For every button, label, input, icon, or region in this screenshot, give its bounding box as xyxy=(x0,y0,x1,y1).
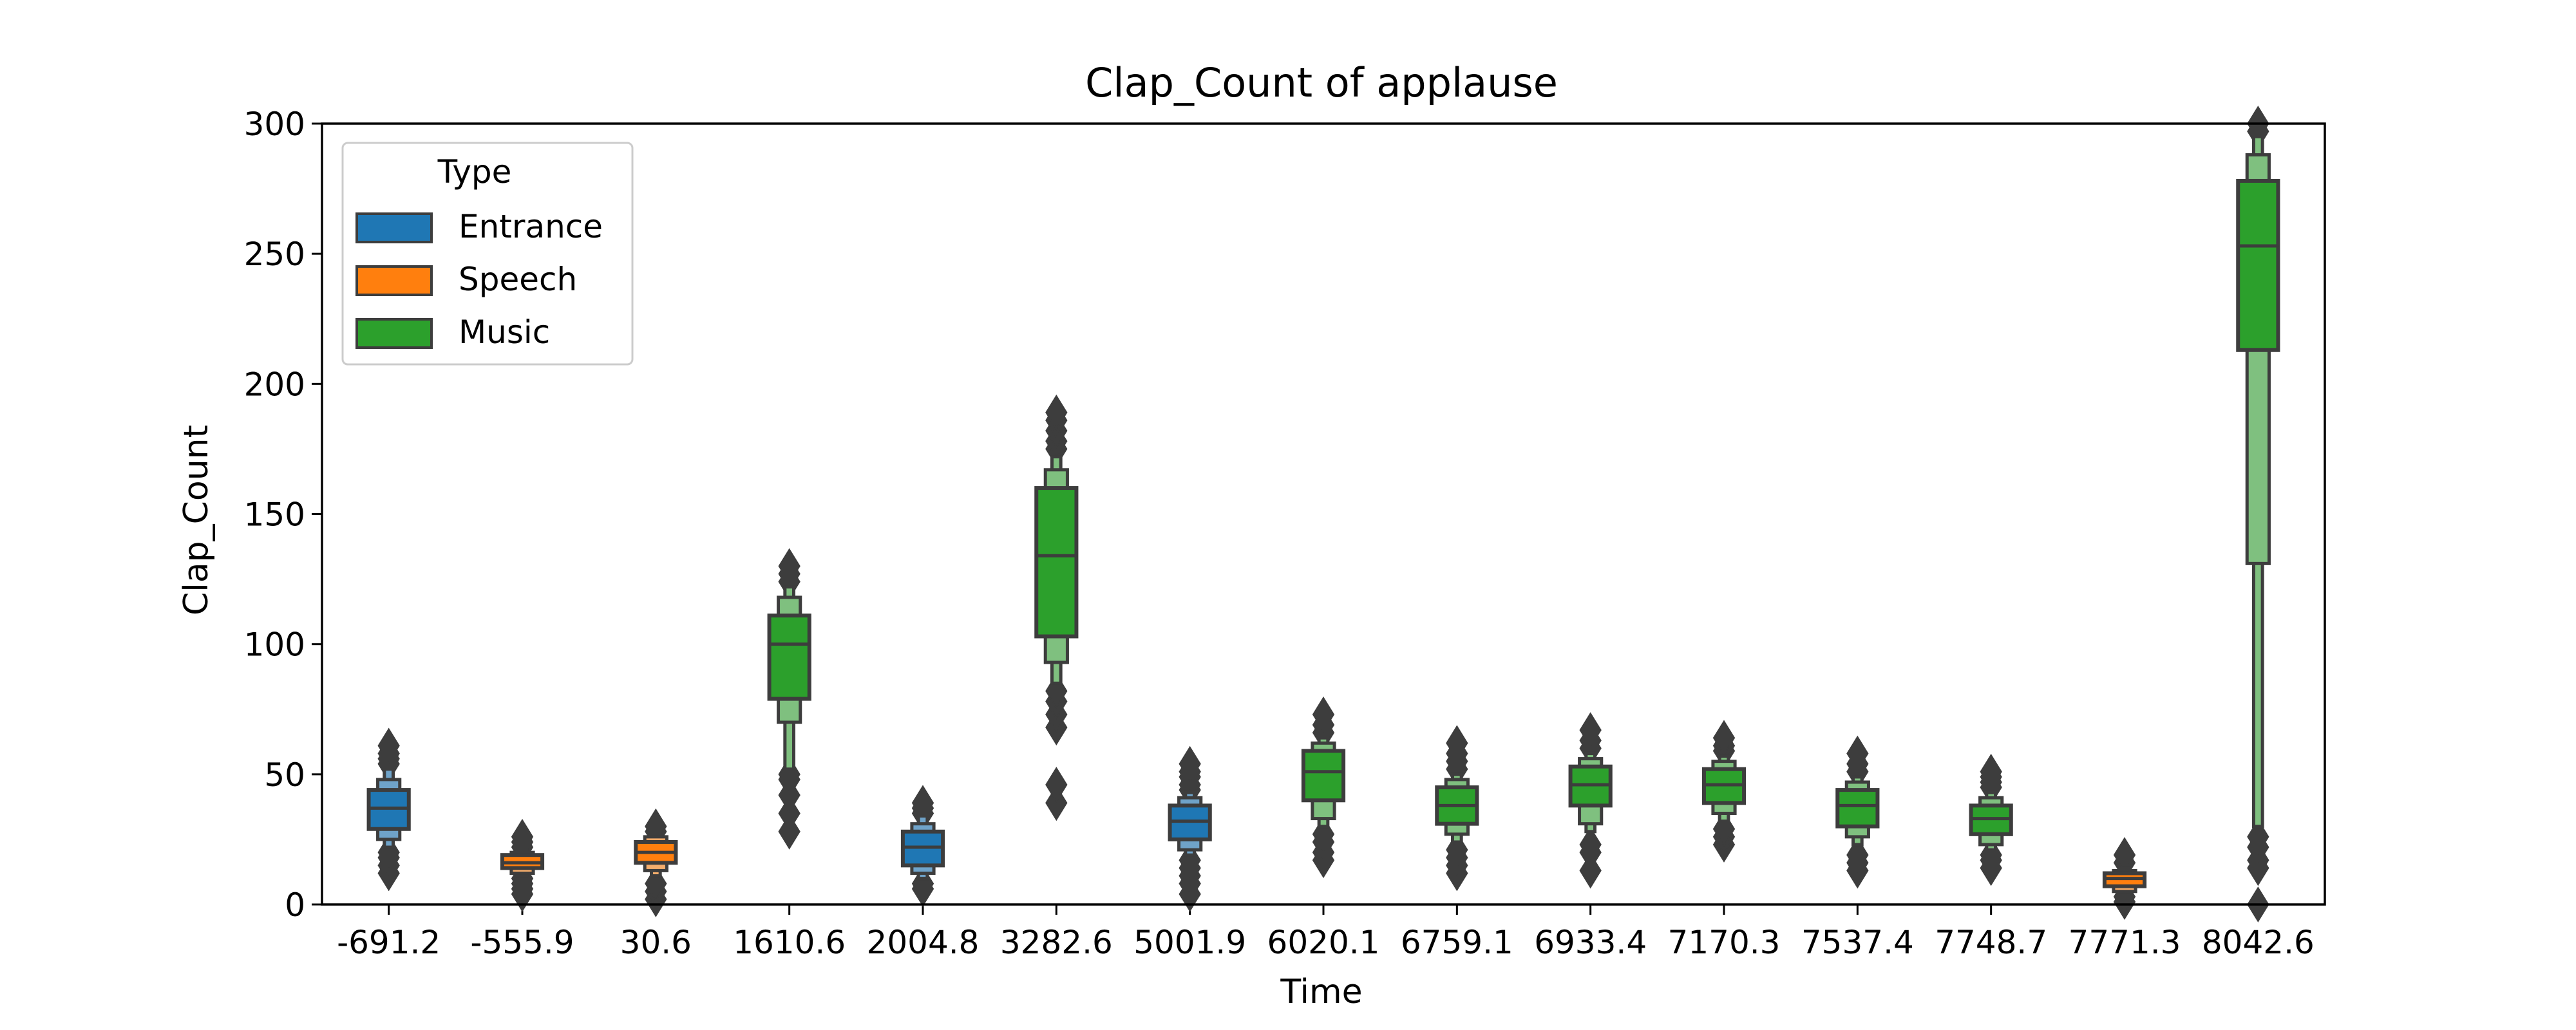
outlier-point xyxy=(1579,827,1602,863)
y-tick-label: 150 xyxy=(244,496,305,534)
box-group xyxy=(900,785,945,907)
plot-area: 0 50 100 150 200 250 300 -691.2 -555.9 30.6 1610.6… xyxy=(244,106,2326,961)
outlier-point xyxy=(1980,753,2002,790)
box-group xyxy=(500,818,545,912)
x-tick-label: -691.2 xyxy=(337,924,440,961)
x-tick-label: 5001.9 xyxy=(1133,924,1246,961)
outlier-point xyxy=(1179,745,1201,782)
outlier-point xyxy=(1846,735,1869,772)
box-body xyxy=(2236,178,2280,352)
outlier-point xyxy=(778,795,800,832)
legend-entry-label: Entrance xyxy=(459,208,603,245)
x-tick-label: 3282.6 xyxy=(1000,924,1113,961)
x-tick-label: 6759.1 xyxy=(1401,924,1513,961)
x-tick-label: 2004.8 xyxy=(867,924,980,961)
legend: Type Entrance Speech Music xyxy=(341,142,634,366)
axes-frame xyxy=(321,122,2326,906)
box-body xyxy=(1301,749,1346,803)
x-tick-label: 6933.4 xyxy=(1534,924,1647,961)
outlier-point xyxy=(1579,712,1602,749)
x-tick-label: -555.9 xyxy=(470,924,574,961)
y-tick-label: 0 xyxy=(285,886,305,924)
outlier-point xyxy=(1579,852,1602,889)
y-tick-label: 50 xyxy=(264,756,305,794)
box-group xyxy=(1435,725,1479,892)
legend-frame xyxy=(341,142,634,366)
box-group xyxy=(366,727,411,892)
box-group xyxy=(1568,712,1613,889)
x-tick-label: 7537.4 xyxy=(1801,924,1914,961)
box-group xyxy=(1835,735,1880,889)
box-group xyxy=(1301,696,1346,879)
chart-title: Clap_Count of applause xyxy=(1085,59,1558,106)
box-group xyxy=(1969,753,2013,886)
y-axis-label: Clap_Count xyxy=(177,425,216,615)
outlier-point xyxy=(1312,696,1335,733)
y-tick-label: 200 xyxy=(244,366,305,403)
outlier-point xyxy=(377,727,400,764)
x-tick-label: 7771.3 xyxy=(2069,924,2181,961)
y-tick-label: 300 xyxy=(244,106,305,143)
box-group xyxy=(1168,745,1212,912)
box-group xyxy=(1034,394,1079,821)
box-body xyxy=(767,613,811,701)
outlier-point xyxy=(2247,818,2269,855)
x-axis-label: Time xyxy=(1280,973,1362,1011)
outlier-point xyxy=(778,813,800,850)
legend-title: Type xyxy=(437,153,512,191)
box-group xyxy=(767,548,811,850)
x-tick-label: 30.6 xyxy=(620,924,692,961)
outlier-point xyxy=(1045,785,1068,821)
outlier-point xyxy=(1846,837,1869,874)
box-group xyxy=(634,808,678,917)
legend-entry-label: Music xyxy=(459,314,550,351)
x-tick-label: 8042.6 xyxy=(2202,924,2315,961)
x-tick-label: 7170.3 xyxy=(1668,924,1781,961)
y-tick-label: 250 xyxy=(244,236,305,273)
x-tick-label: 1610.6 xyxy=(733,924,846,961)
outlier-point xyxy=(1446,725,1468,762)
legend-swatch xyxy=(355,212,433,243)
box-body xyxy=(1835,788,1880,829)
x-tick-label: 6020.1 xyxy=(1267,924,1380,961)
x-tick-label: 7748.7 xyxy=(1935,924,2047,961)
legend-swatch xyxy=(355,265,433,296)
box-group xyxy=(2236,106,2280,922)
outlier-point xyxy=(1045,394,1068,431)
legend-entry-label: Speech xyxy=(459,261,577,298)
y-tick-label: 100 xyxy=(244,626,305,664)
outlier-point xyxy=(1045,767,1068,803)
legend-swatch xyxy=(355,318,433,349)
outlier-point xyxy=(778,548,800,585)
box-group xyxy=(1701,720,1747,863)
box-body xyxy=(1034,486,1079,639)
